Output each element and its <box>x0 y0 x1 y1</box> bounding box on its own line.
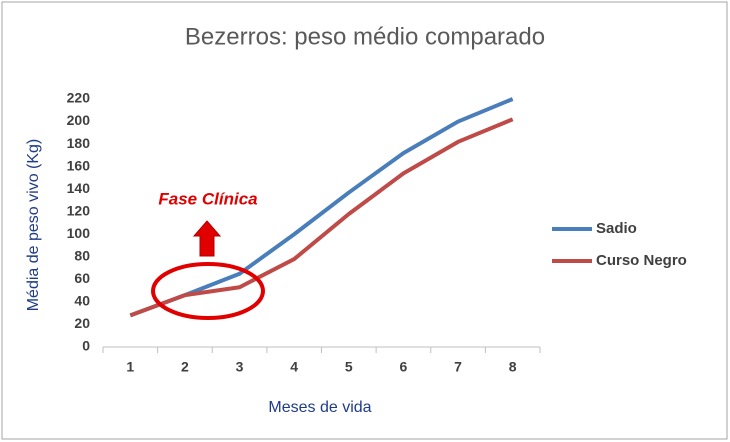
chart-title: Bezerros: peso médio comparado <box>185 23 545 50</box>
x-tick-label: 1 <box>126 359 134 375</box>
arrow <box>192 220 222 257</box>
y-tick-label: 100 <box>67 225 91 241</box>
x-tick-label: 3 <box>236 359 244 375</box>
series-line <box>129 117 514 318</box>
y-axis-label: Média de peso vivo (Kg) <box>25 139 42 312</box>
x-tick-label: 7 <box>454 359 462 375</box>
series-line <box>129 97 514 318</box>
y-tick-label: 140 <box>67 180 91 196</box>
highlight-ellipse <box>151 262 265 320</box>
x-tick-label: 5 <box>345 359 353 375</box>
x-tick-label: 4 <box>290 359 298 375</box>
legend-label: Sadio <box>596 220 637 237</box>
x-tick-label: 2 <box>181 359 189 375</box>
y-tick-label: 20 <box>74 315 90 331</box>
y-tick-label: 200 <box>67 112 91 128</box>
y-tick-label: 60 <box>74 270 90 286</box>
annotation: Fase Clínica <box>158 189 257 208</box>
y-tick-label: 0 <box>82 338 90 354</box>
y-tick-label: 160 <box>67 157 91 173</box>
x-tick-label: 6 <box>400 359 408 375</box>
y-tick-label: 120 <box>67 202 91 218</box>
y-tick-label: 220 <box>67 90 91 106</box>
y-tick-label: 80 <box>74 248 90 264</box>
y-tick-label: 180 <box>67 135 91 151</box>
y-tick-label: 40 <box>74 293 90 309</box>
x-tick-label: 8 <box>509 359 517 375</box>
legend-label: Curso Negro <box>596 252 687 269</box>
x-axis-label: Meses de vida <box>268 399 371 416</box>
